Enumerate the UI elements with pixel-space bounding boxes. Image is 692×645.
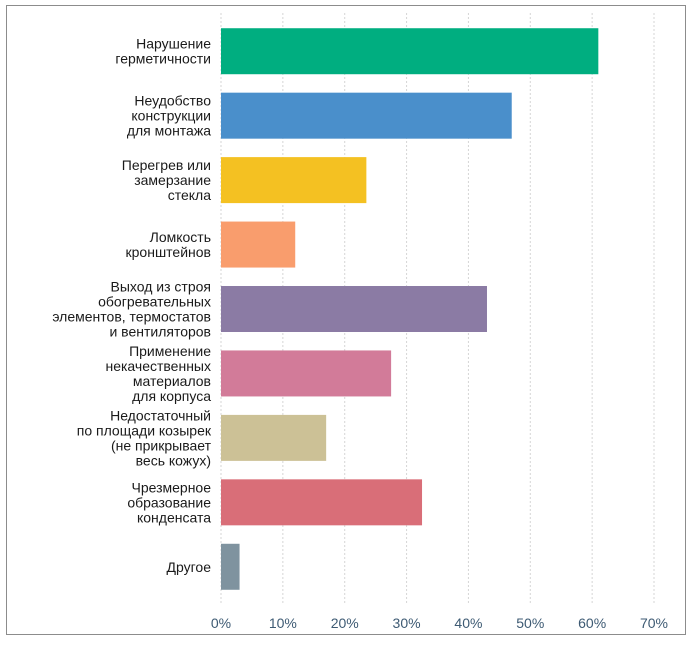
- x-tick-label: 0%: [211, 615, 231, 631]
- category-label-line: для корпуса: [132, 388, 211, 404]
- x-tick-label: 20%: [331, 615, 359, 631]
- category-label: Применение некачественных материалов для ко…: [105, 343, 211, 404]
- bar: [221, 92, 512, 139]
- category-label: Выход из строя обогревательных элементов, …: [52, 279, 211, 340]
- horizontal-bar-chart: Нарушение герметичности Неудобство конструк…: [52, 13, 668, 631]
- category-labels: Нарушение герметичности Неудобство конструк…: [52, 36, 212, 575]
- category-label-line: конструкции: [131, 108, 211, 124]
- category-label-line: Другое: [167, 559, 212, 575]
- bar: [221, 286, 487, 332]
- x-tick-label: 50%: [516, 615, 544, 631]
- category-label-line: Ломкость: [150, 229, 211, 245]
- x-tick-label: 10%: [269, 615, 297, 631]
- category-label-line: Чрезмерное: [131, 479, 211, 495]
- bar: [221, 414, 327, 461]
- bars: [221, 28, 599, 590]
- category-label-line: Выход из строя: [111, 279, 211, 295]
- category-label-line: образование: [127, 494, 211, 510]
- category-label-line: по площади козырек: [77, 422, 212, 438]
- category-label-line: некачественных: [105, 358, 211, 374]
- category-label-line: материалов: [133, 373, 211, 389]
- category-label-line: кронштейнов: [126, 244, 211, 260]
- bar: [221, 221, 296, 268]
- category-label-line: замерзание: [134, 172, 211, 188]
- category-label-line: Перегрев или: [122, 157, 211, 173]
- x-tick-label: 40%: [454, 615, 482, 631]
- category-label-line: конденсата: [137, 509, 211, 525]
- category-label-line: элементов, термостатов: [52, 309, 211, 325]
- category-label: Ломкость кронштейнов: [126, 229, 211, 260]
- category-label: Чрезмерное образование конденсата: [127, 479, 211, 525]
- bar: [221, 479, 423, 526]
- x-tick-label: 70%: [640, 615, 668, 631]
- category-label-line: стекла: [168, 187, 211, 203]
- category-label-line: Применение: [129, 343, 211, 359]
- category-label-line: и вентиляторов: [109, 324, 211, 340]
- category-label: Недостаточный по площади козырек (не прикр…: [77, 407, 212, 468]
- bar: [221, 28, 599, 75]
- category-label-line: (не прикрывает: [111, 437, 212, 453]
- category-label: Нарушение герметичности: [115, 36, 211, 67]
- chart-frame: Нарушение герметичности Неудобство конструк…: [6, 5, 686, 635]
- category-label-line: весь кожух): [136, 452, 211, 468]
- x-tick-labels: 0% 10% 20% 30% 40% 50% 60% 70%: [211, 615, 668, 631]
- category-label-line: Недостаточный: [110, 407, 211, 423]
- x-tick-label: 60%: [578, 615, 606, 631]
- category-label-line: герметичности: [115, 51, 211, 67]
- category-label: Перегрев или замерзание стекла: [122, 157, 211, 203]
- bar: [221, 157, 367, 204]
- category-label-line: для монтажа: [127, 123, 211, 139]
- bar: [221, 543, 240, 590]
- category-label-line: обогревательных: [98, 294, 211, 310]
- category-label: Неудобство конструкции для монтажа: [127, 93, 211, 139]
- x-tick-label: 30%: [393, 615, 421, 631]
- category-label-line: Неудобство: [134, 93, 211, 109]
- category-label: Другое: [167, 559, 212, 575]
- bar: [221, 350, 392, 397]
- category-label-line: Нарушение: [136, 36, 211, 52]
